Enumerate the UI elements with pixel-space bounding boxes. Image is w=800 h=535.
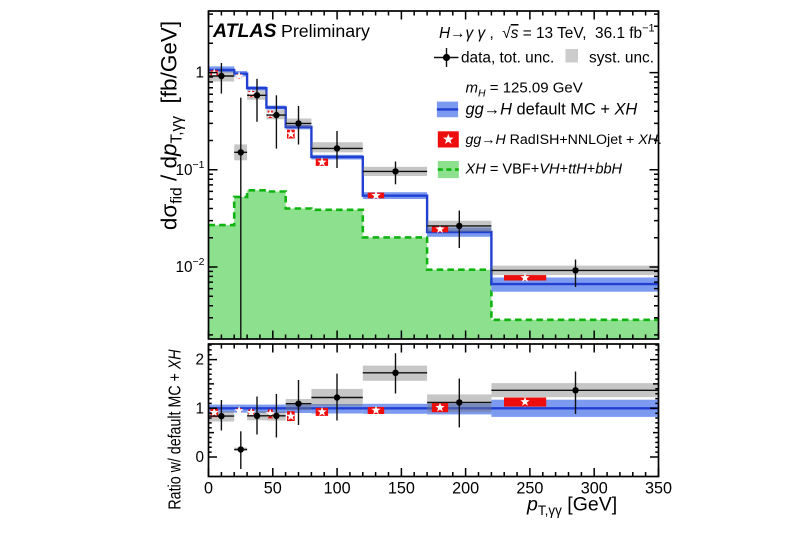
svg-text:0: 0 bbox=[204, 479, 213, 497]
svg-text:H→γ γ , √s = 13 TeV, 36.1 fb: H→γ γ , √s = 13 TeV, 36.1 fb−1 bbox=[439, 23, 655, 43]
svg-text:50: 50 bbox=[264, 479, 282, 497]
svg-text:100: 100 bbox=[324, 479, 351, 497]
svg-text:Preliminary: Preliminary bbox=[281, 21, 370, 41]
svg-text:ATLAS: ATLAS bbox=[212, 20, 277, 42]
svg-text:0: 0 bbox=[195, 449, 204, 466]
svg-text:200: 200 bbox=[452, 479, 479, 497]
svg-text:syst. unc.: syst. unc. bbox=[589, 50, 654, 67]
svg-text:2: 2 bbox=[195, 352, 204, 369]
svg-text:250: 250 bbox=[516, 479, 543, 497]
svg-text:mH = 125.09 GeV: mH = 125.09 GeV bbox=[466, 80, 583, 100]
svg-text:gg→H default MC + XH: gg→H default MC + XH bbox=[466, 101, 638, 119]
svg-text:1: 1 bbox=[195, 400, 204, 417]
svg-text:150: 150 bbox=[388, 479, 415, 497]
svg-text:XH = VBF+VH+ttH+bbH: XH = VBF+VH+ttH+bbH bbox=[465, 162, 623, 178]
svg-text:350: 350 bbox=[645, 479, 672, 497]
svg-text:300: 300 bbox=[581, 479, 608, 497]
svg-text:Ratio w/ default MC + XH: Ratio w/ default MC + XH bbox=[165, 349, 185, 510]
svg-text:data, tot. unc.: data, tot. unc. bbox=[461, 50, 554, 67]
svg-text:gg→H RadISH+NNLOjet + XH.: gg→H RadISH+NNLOjet + XH. bbox=[466, 132, 662, 148]
svg-text:1: 1 bbox=[195, 65, 204, 82]
svg-text:pT,γγ [GeV]: pT,γγ [GeV] bbox=[526, 494, 617, 519]
